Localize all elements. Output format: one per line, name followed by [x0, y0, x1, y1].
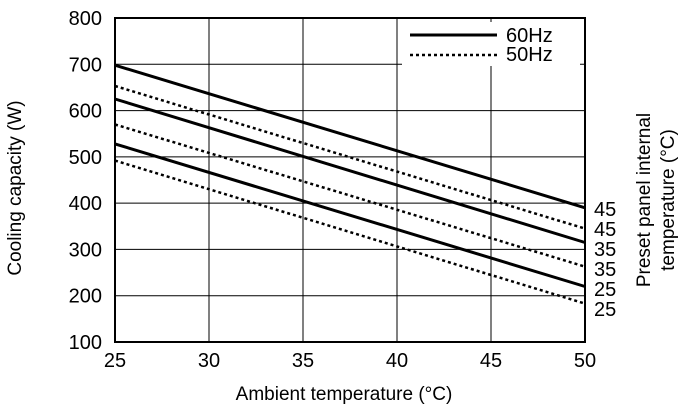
y-axis-label: Cooling capacity (W): [5, 100, 26, 275]
y-tick-labels: 100 200 300 400 500 600 700 800: [69, 8, 102, 354]
y-tick-label-3: 400: [69, 193, 102, 215]
series-lines: [114, 63, 586, 305]
series-line-45-dashed: [114, 84, 586, 230]
x-tick-label-1: 30: [198, 350, 220, 372]
y-tick-label-2: 300: [69, 239, 102, 261]
plot-frame: [114, 17, 586, 343]
legend-60hz-label: 60Hz: [506, 25, 553, 47]
series-end-label-3: 35: [594, 259, 616, 281]
legend: 60Hz 50Hz: [402, 22, 580, 66]
series-end-label-2: 35: [594, 239, 616, 261]
x-tick-label-4: 45: [480, 350, 502, 372]
series-end-label-0: 45: [594, 199, 616, 221]
x-tick-label-5: 50: [574, 350, 596, 372]
grid: [115, 18, 585, 342]
x-tick-label-0: 25: [104, 350, 126, 372]
series-line-45-solid: [114, 63, 586, 210]
right-axis-label-line1: Preset panel internal: [634, 113, 655, 287]
series-end-label-4: 25: [594, 279, 616, 301]
y-tick-label-1: 200: [69, 286, 102, 308]
series-end-label-1: 45: [594, 219, 616, 241]
y-tick-label-0: 100: [69, 332, 102, 354]
y-tick-label-4: 500: [69, 147, 102, 169]
series-line-35-solid: [114, 97, 586, 244]
series-line-25-solid: [114, 142, 586, 288]
y-tick-label-5: 600: [69, 101, 102, 123]
y-tick-label-7: 800: [69, 8, 102, 30]
x-tick-label-3: 40: [386, 350, 408, 372]
series-line-25-dashed: [114, 159, 586, 305]
series-line-35-dashed: [114, 123, 586, 268]
y-tick-label-6: 700: [69, 54, 102, 76]
right-axis-label-line2: temperature (°C): [658, 129, 679, 271]
x-tick-labels: 25 30 35 40 45 50: [104, 350, 596, 372]
legend-50hz-label: 50Hz: [506, 44, 553, 66]
x-axis-label: Ambient temperature (°C): [236, 384, 453, 405]
series-end-label-5: 25: [594, 299, 616, 321]
legend-background: [402, 22, 580, 66]
x-tick-label-2: 35: [292, 350, 314, 372]
